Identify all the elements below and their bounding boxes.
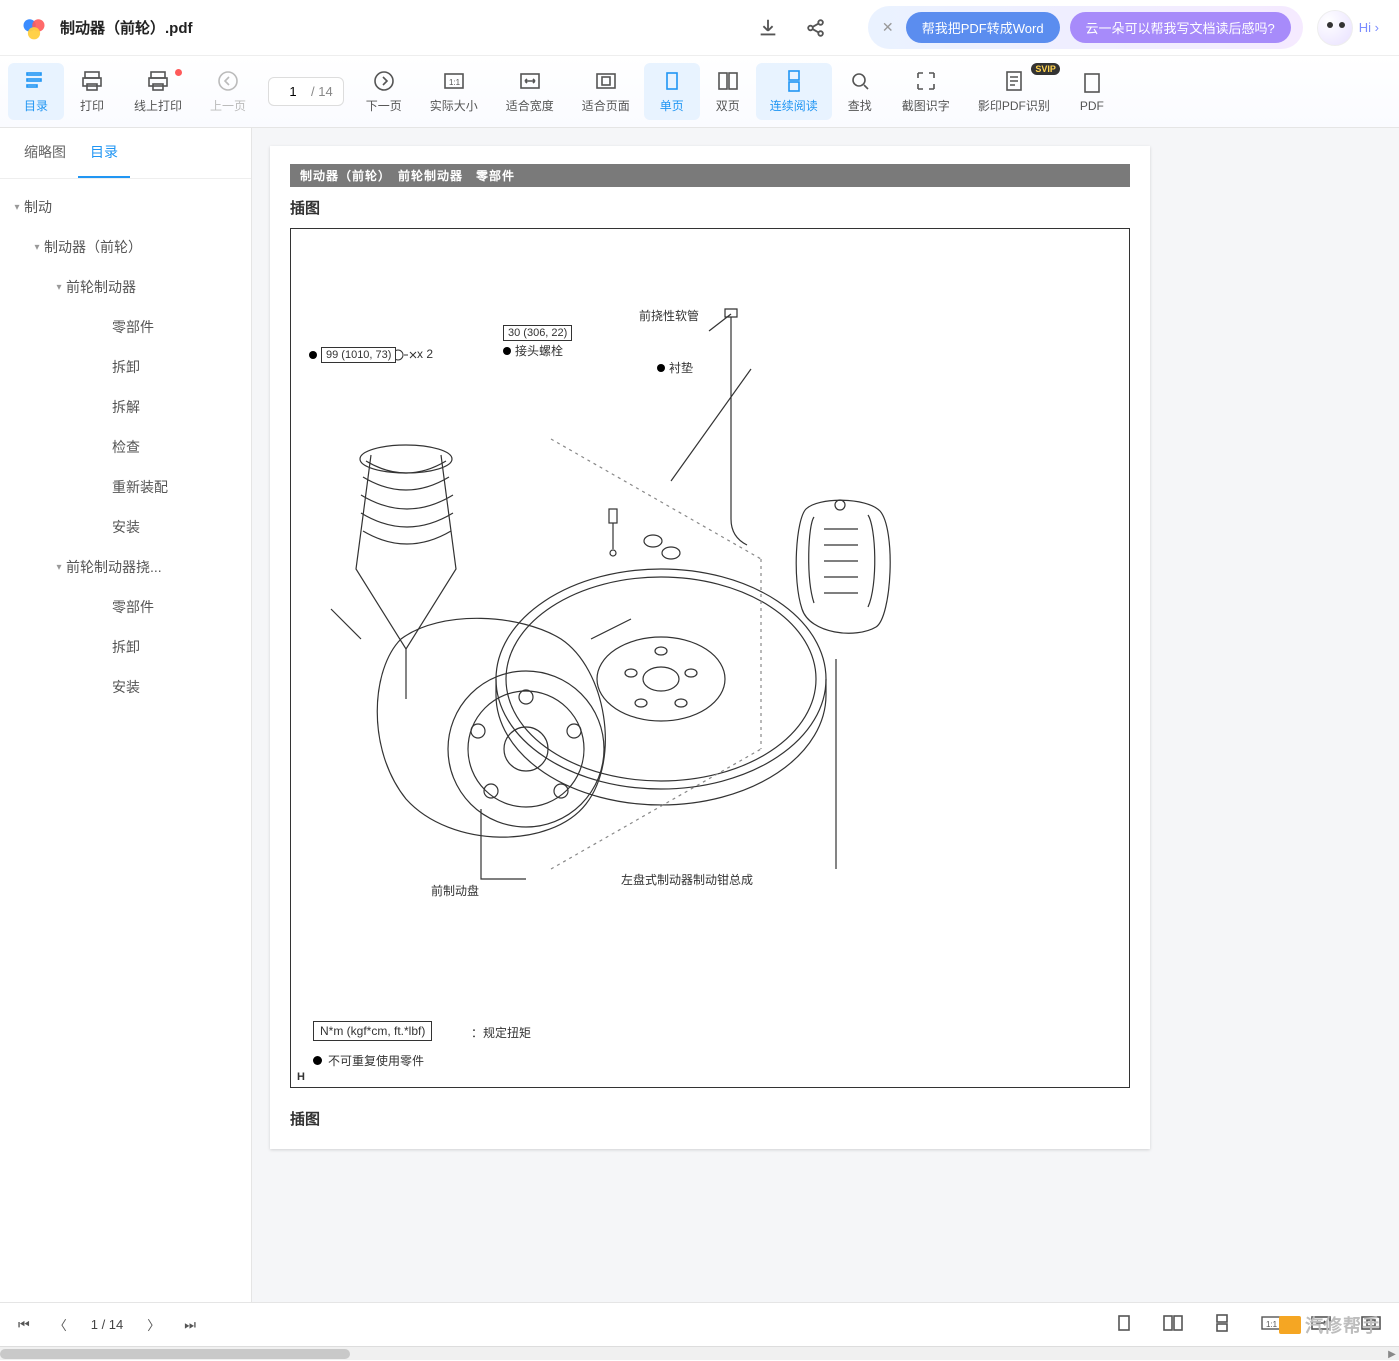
page-current-input[interactable] <box>279 84 307 99</box>
outline-item[interactable]: ▾前轮制动器 <box>0 267 251 307</box>
tool-ocr-snip[interactable]: 截图识字 <box>888 63 964 120</box>
caliper-asm-label: 左盘式制动器制动钳总成 <box>621 871 753 888</box>
view-continuous-icon[interactable] <box>1213 1314 1231 1335</box>
page-input-wrap: / 14 <box>268 77 344 106</box>
torque-value-1: 99 (1010, 73) <box>321 347 396 363</box>
tool-actual[interactable]: 1:1实际大小 <box>416 63 492 120</box>
scroll-right-icon[interactable]: ▶ <box>1385 1347 1399 1361</box>
outline-item[interactable]: 零部件 <box>0 307 251 347</box>
assistant-avatar-wrap[interactable]: Hi › <box>1317 10 1379 46</box>
last-page-icon[interactable]: ⏭ <box>184 1317 196 1333</box>
outline-item[interactable]: 安装 <box>0 507 251 547</box>
header-bar: 制动器（前轮）.pdf ✕ 帮我把PDF转成Word 云一朵可以帮我写文档读后感… <box>0 0 1399 56</box>
bullet-icon <box>657 364 665 372</box>
tab-thumbnails[interactable]: 缩略图 <box>12 128 78 178</box>
view-single-icon[interactable] <box>1115 1314 1133 1335</box>
bullet-icon <box>309 351 317 359</box>
callout-caliper-asm: 左盘式制动器制动钳总成 <box>621 871 753 888</box>
tool-find[interactable]: 查找 <box>832 63 888 120</box>
promo-banner: ✕ 帮我把PDF转成Word 云一朵可以帮我写文档读后感吗? <box>868 6 1303 49</box>
app-logo <box>20 14 48 42</box>
prev-page-icon[interactable]: 〈 <box>54 1315 67 1334</box>
gasket-label: 衬垫 <box>669 359 693 376</box>
promo-pdf-to-word[interactable]: 帮我把PDF转成Word <box>906 12 1060 43</box>
torque-value-2: 30 (306, 22) <box>503 325 572 341</box>
pdf-viewer[interactable]: 制动器（前轮） 前轮制动器 零部件 插图 <box>252 128 1399 1302</box>
page-indicator: 1 / 14 <box>91 1317 124 1332</box>
outline-item[interactable]: 安装 <box>0 667 251 707</box>
nonreusable-legend: 不可重复使用零件 <box>313 1052 424 1069</box>
assistant-hi-label: Hi › <box>1359 20 1379 35</box>
first-page-icon[interactable]: ⏮ <box>18 1317 30 1333</box>
outline-item[interactable]: ▾前轮制动器挠... <box>0 547 251 587</box>
scrollbar-thumb[interactable] <box>0 1349 350 1359</box>
next-page-icon[interactable]: 〉 <box>147 1315 160 1334</box>
svg-text:1:1: 1:1 <box>1266 1320 1278 1329</box>
assistant-avatar-icon <box>1317 10 1353 46</box>
page-total-label: / 14 <box>311 84 333 99</box>
callout-joint-bolt: 接头螺栓 <box>503 342 563 359</box>
figure-h-letter: H <box>297 1071 305 1083</box>
tool-prev: 上一页 <box>196 63 260 120</box>
promo-ai-summary[interactable]: 云一朵可以帮我写文档读后感吗? <box>1070 12 1291 43</box>
tool-fit-width[interactable]: 适合宽度 <box>492 63 568 120</box>
brand-text: 汽修帮手 <box>1305 1312 1381 1338</box>
outline-tree: ▾制动▾制动器（前轮）▾前轮制动器零部件拆卸拆解检查重新装配安装▾前轮制动器挠.… <box>0 179 251 1302</box>
view-double-icon[interactable] <box>1163 1314 1183 1335</box>
front-disc-label: 前制动盘 <box>431 882 479 899</box>
view-actual-icon[interactable]: 1:1 <box>1261 1314 1281 1335</box>
outline-item[interactable]: 拆卸 <box>0 347 251 387</box>
tool-print-online[interactable]: 线上打印 <box>120 63 196 120</box>
tool-pdf-extra[interactable]: PDF <box>1064 63 1120 120</box>
sidebar: 缩略图 目录 ▾制动▾制动器（前轮）▾前轮制动器零部件拆卸拆解检查重新装配安装▾… <box>0 128 252 1302</box>
outline-item[interactable]: 拆卸 <box>0 627 251 667</box>
tab-toc[interactable]: 目录 <box>78 128 130 178</box>
share-icon[interactable] <box>804 16 828 40</box>
tool-single[interactable]: 单页 <box>644 63 700 120</box>
outline-item[interactable]: ▾制动 <box>0 187 251 227</box>
callout-torque-2: 30 (306, 22) <box>503 325 572 341</box>
torque-legend-box: N*m (kgf*cm, ft.*lbf) <box>313 1021 432 1041</box>
callout-x2: x 2 <box>417 347 433 361</box>
page-indicator-current: 1 <box>91 1317 98 1332</box>
callout-torque-1: 99 (1010, 73) <box>309 347 396 363</box>
nonreusable-label: 不可重复使用零件 <box>328 1052 424 1069</box>
pdf-page: 制动器（前轮） 前轮制动器 零部件 插图 <box>270 146 1150 1149</box>
x2-label: x 2 <box>417 347 433 361</box>
callout-gasket: 衬垫 <box>657 359 693 376</box>
flex-hose-label: 前挠性软管 <box>639 307 699 324</box>
bullet-icon <box>503 347 511 355</box>
toolbar: 目录打印线上打印上一页 / 14 下一页1:1实际大小适合宽度适合页面单页双页连… <box>0 56 1399 128</box>
outline-item[interactable]: 零部件 <box>0 587 251 627</box>
tool-ocr-pdf[interactable]: 影印PDF识别SVIP <box>964 63 1064 120</box>
tool-double[interactable]: 双页 <box>700 63 756 120</box>
tool-fit-page[interactable]: 适合页面 <box>568 63 644 120</box>
torque-legend-desc: ：规定扭矩 <box>471 1024 531 1041</box>
outline-item[interactable]: 拆解 <box>0 387 251 427</box>
svg-text:1:1: 1:1 <box>449 78 461 87</box>
parts-figure: 99 (1010, 73) x 2 30 (306, 22) 接头螺栓 前挠性软… <box>290 228 1130 1088</box>
outline-item[interactable]: ▾制动器（前轮） <box>0 227 251 267</box>
page-heading-2: 插图 <box>290 1108 1130 1129</box>
bullet-icon <box>313 1056 322 1065</box>
callout-flex-hose: 前挠性软管 <box>639 307 699 324</box>
download-icon[interactable] <box>756 16 780 40</box>
watermark-brand: 汽修帮手 <box>1279 1312 1381 1338</box>
file-name: 制动器（前轮）.pdf <box>60 17 193 38</box>
page-section-bar: 制动器（前轮） 前轮制动器 零部件 <box>290 164 1130 187</box>
outline-item[interactable]: 重新装配 <box>0 467 251 507</box>
tool-continuous[interactable]: 连续阅读 <box>756 63 832 120</box>
outline-item[interactable]: 检查 <box>0 427 251 467</box>
bottom-bar: ⏮ 〈 1 / 14 〉 ⏭ 1:1 汽修帮手 <box>0 1302 1399 1346</box>
page-indicator-total: / 14 <box>102 1317 124 1332</box>
tool-print[interactable]: 打印 <box>64 63 120 120</box>
promo-close-icon[interactable]: ✕ <box>880 20 896 36</box>
page-heading-1: 插图 <box>290 197 1130 218</box>
tool-toc[interactable]: 目录 <box>8 63 64 120</box>
tool-next[interactable]: 下一页 <box>352 63 416 120</box>
joint-bolt-label: 接头螺栓 <box>515 342 563 359</box>
horizontal-scrollbar[interactable]: ◀ ▶ <box>0 1346 1399 1360</box>
callout-front-disc: 前制动盘 <box>431 882 479 899</box>
brand-icon <box>1279 1316 1301 1334</box>
